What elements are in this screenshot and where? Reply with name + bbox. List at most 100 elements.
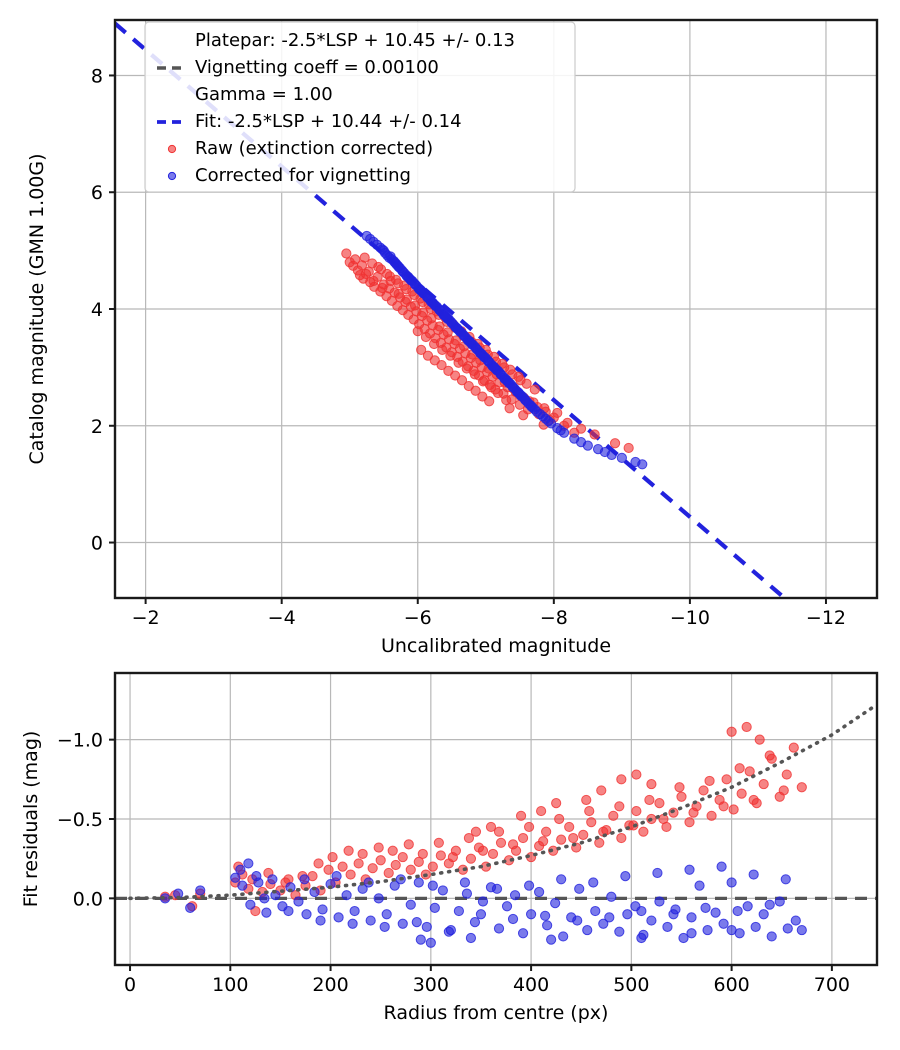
data-point: [415, 934, 426, 945]
data-point: [622, 909, 633, 920]
y-tick-label: 4: [91, 299, 103, 321]
data-point: [668, 909, 679, 920]
data-point: [261, 907, 272, 918]
data-point: [726, 924, 737, 936]
data-point: [461, 363, 472, 374]
data-point: [452, 324, 463, 335]
data-point: [427, 861, 438, 872]
data-point: [764, 899, 775, 910]
data-point: [517, 832, 529, 844]
data-point: [327, 851, 338, 863]
data-point: [654, 896, 665, 907]
data-point: [598, 918, 609, 929]
data-point: [361, 230, 372, 242]
data-point: [581, 794, 592, 806]
data-point: [589, 429, 600, 440]
data-point: [741, 721, 752, 733]
data-point: [588, 877, 599, 888]
data-point: [349, 905, 360, 917]
data-point: [554, 813, 565, 825]
data-point: [469, 917, 481, 928]
x-tick-label: −10: [670, 607, 710, 629]
data-point: [345, 869, 356, 880]
data-point: [734, 763, 745, 774]
data-point: [259, 893, 270, 904]
data-point: [437, 344, 448, 355]
x-tick-label: −12: [806, 607, 846, 629]
data-point: [582, 924, 593, 936]
data-point: [195, 885, 206, 896]
data-point: [428, 298, 439, 309]
data-point: [796, 924, 807, 936]
data-point: [662, 921, 673, 933]
data-point: [732, 905, 743, 917]
data-point: [397, 851, 408, 863]
y-tick-label: 2: [91, 416, 103, 438]
residuals-panel-gridlines: [115, 673, 877, 965]
data-point: [766, 931, 777, 942]
data-point: [518, 410, 529, 421]
data-point: [401, 284, 412, 295]
data-point: [485, 821, 497, 833]
data-point: [742, 901, 753, 912]
data-point: [417, 848, 428, 860]
data-point: [542, 920, 553, 931]
data-point: [694, 880, 705, 891]
data-point: [365, 915, 376, 926]
data-point: [403, 272, 415, 284]
legend-handle-corrected: [167, 171, 177, 181]
data-point: [501, 901, 513, 912]
y-tick-label: 0.0: [73, 888, 103, 910]
x-tick-label: 200: [312, 974, 348, 996]
data-point: [450, 335, 461, 346]
data-point: [353, 858, 364, 869]
data-point: [469, 369, 481, 380]
data-point: [523, 821, 535, 833]
data-point: [350, 254, 361, 265]
data-point: [383, 867, 394, 879]
data-point: [465, 932, 477, 944]
data-point: [548, 845, 559, 856]
data-point: [434, 321, 445, 332]
data-point: [356, 260, 368, 271]
data-point: [758, 909, 769, 920]
data-point: [384, 271, 395, 282]
data-point: [341, 248, 352, 259]
data-point: [413, 856, 424, 867]
data-point: [445, 350, 456, 361]
data-point: [493, 826, 505, 837]
data-point: [367, 863, 378, 874]
y-tick-label: 0: [91, 533, 103, 555]
data-point: [405, 864, 416, 875]
data-point: [555, 425, 566, 436]
calibration-panel-data: [115, 21, 788, 598]
data-point: [447, 851, 458, 863]
data-point: [442, 327, 453, 338]
x-tick-label: 400: [513, 974, 549, 996]
legend-box: [144, 21, 576, 193]
calibration-panel: −2 −4 −6 −8 −10 −12 0 2 4 6 8 Uncalibrated magnitud…: [26, 18, 879, 657]
data-point: [556, 874, 567, 885]
data-point: [782, 923, 793, 934]
data-point: [726, 726, 737, 737]
data-point: [301, 909, 312, 920]
data-point: [586, 817, 597, 828]
data-point: [245, 899, 256, 910]
data-point: [375, 855, 386, 866]
data-point: [405, 899, 416, 910]
x-tick-label: −6: [404, 607, 432, 629]
data-point: [718, 801, 729, 812]
data-point: [700, 902, 711, 913]
data-point: [517, 928, 529, 939]
data-point: [413, 877, 424, 888]
data-point: [698, 785, 709, 796]
x-tick-label: 600: [713, 974, 749, 996]
data-point: [465, 337, 476, 348]
data-point: [489, 362, 500, 374]
data-point: [726, 877, 737, 888]
data-point: [337, 861, 348, 872]
data-point: [592, 444, 604, 455]
data-point: [616, 832, 627, 844]
data-point: [568, 832, 579, 844]
